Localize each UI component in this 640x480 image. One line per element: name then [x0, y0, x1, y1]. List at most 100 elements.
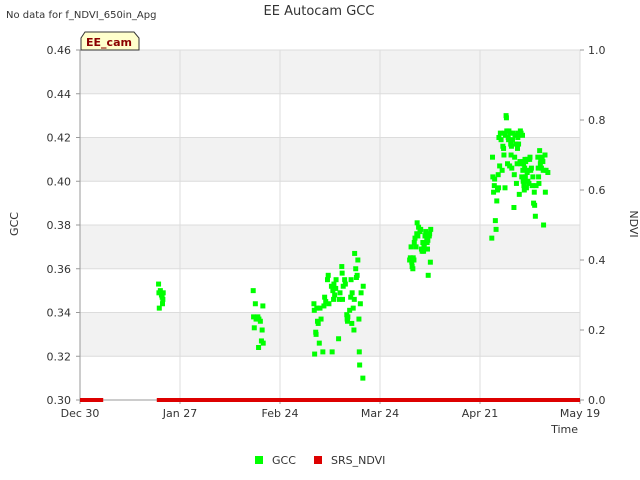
- gcc-point: [353, 266, 359, 272]
- gcc-point: [537, 148, 543, 154]
- gcc-point: [425, 272, 431, 278]
- gcc-point: [519, 174, 525, 180]
- site-badge-tag: [80, 31, 140, 51]
- gcc-point: [506, 137, 512, 143]
- y-tick-label: 0.40: [47, 175, 72, 188]
- gcc-point: [515, 145, 520, 151]
- gcc-point: [489, 235, 495, 241]
- gcc-point: [331, 281, 337, 287]
- gcc-point: [513, 180, 519, 186]
- gcc-point: [423, 229, 429, 235]
- gcc-point: [313, 331, 319, 337]
- gcc-point: [527, 154, 533, 160]
- gcc-point: [540, 167, 546, 173]
- gcc-point: [160, 301, 165, 307]
- gcc-point: [407, 255, 413, 261]
- gcc-point: [516, 191, 522, 197]
- gcc-point: [331, 296, 337, 302]
- y-right-tick-label: 0.6: [588, 184, 606, 197]
- legend-ndvi-label: SRS_NDVI: [331, 454, 385, 467]
- gcc-point: [425, 237, 431, 243]
- gcc-point: [322, 294, 328, 300]
- site-badge-label: EE_cam: [86, 36, 132, 49]
- gcc-point: [511, 172, 517, 178]
- legend: GCC SRS_NDVI: [255, 454, 385, 467]
- gcc-point: [251, 314, 257, 320]
- gcc-point: [496, 185, 502, 191]
- gcc-point: [541, 222, 547, 228]
- gcc-point: [259, 327, 265, 333]
- gcc-point: [337, 290, 343, 296]
- legend-gcc-label: GCC: [272, 454, 296, 467]
- gcc-point: [318, 316, 324, 322]
- gcc-point: [509, 165, 515, 171]
- gcc-point: [414, 220, 420, 226]
- gcc-point: [493, 226, 499, 232]
- x-axis: Dec 30 Jan 27 Feb 24 Mar 24 Apr 21 May 19: [61, 400, 600, 420]
- legend-gcc-swatch: [255, 456, 263, 464]
- x-tick-label: Feb 24: [262, 407, 299, 420]
- gcc-point: [355, 257, 361, 263]
- gcc-point: [497, 130, 503, 136]
- gcc-point: [535, 165, 541, 171]
- gcc-point: [348, 294, 354, 300]
- gcc-point: [316, 340, 322, 346]
- gcc-point: [492, 218, 498, 224]
- gcc-point: [330, 288, 336, 294]
- gcc-point: [325, 272, 331, 278]
- y-right-tick-label: 0.0: [588, 394, 606, 407]
- y-right-tick-label: 1.0: [588, 44, 606, 57]
- gcc-point: [499, 167, 505, 173]
- gcc-point: [349, 320, 355, 326]
- gcc-point: [522, 165, 528, 171]
- gcc-point: [349, 290, 355, 296]
- gcc-point: [528, 165, 534, 171]
- gcc-point: [340, 296, 345, 302]
- gcc-point: [540, 159, 546, 165]
- gcc-point: [501, 152, 507, 158]
- gcc-point: [351, 327, 357, 333]
- y-right-tick-label: 0.4: [588, 254, 606, 267]
- gcc-point: [326, 301, 332, 307]
- gcc-point: [502, 185, 508, 191]
- gcc-series: [156, 113, 551, 381]
- y-tick-label: 0.36: [47, 263, 72, 276]
- gcc-point: [354, 272, 360, 278]
- gcc-point: [156, 305, 162, 311]
- gcc-point: [494, 198, 500, 204]
- gcc-point: [511, 205, 517, 210]
- gcc-point: [411, 257, 417, 263]
- gcc-point: [252, 301, 258, 307]
- gcc-point: [508, 152, 514, 158]
- gcc-point: [358, 290, 364, 296]
- legend-ndvi-swatch: [314, 456, 322, 464]
- y-tick-label: 0.42: [47, 132, 72, 145]
- grid-band: [80, 312, 580, 357]
- gcc-point: [503, 115, 509, 121]
- gcc-point: [350, 305, 356, 311]
- gcc-point: [497, 163, 503, 169]
- gcc-point: [411, 240, 417, 245]
- gcc-point: [532, 202, 538, 208]
- gcc-point: [160, 296, 166, 302]
- gcc-point: [514, 161, 520, 167]
- gcc-point: [314, 305, 320, 311]
- gcc-point: [536, 180, 542, 186]
- gcc-point: [532, 213, 538, 219]
- status-message: No data for f_NDVI_650in_Apg: [6, 10, 156, 21]
- gcc-point: [256, 345, 262, 350]
- site-badge: EE_cam: [80, 31, 140, 51]
- left-y-axis: 0.30 0.32 0.34 0.36 0.38 0.40 0.42 0.44 0.46: [47, 44, 80, 407]
- x-tick-label: Dec 30: [61, 407, 100, 420]
- gcc-point: [531, 189, 537, 195]
- gcc-point: [312, 351, 318, 357]
- y-axis-right-label: NDVI: [627, 210, 640, 237]
- gcc-point: [157, 288, 163, 294]
- gcc-point: [498, 137, 504, 143]
- gcc-point: [360, 375, 366, 381]
- gcc-point: [317, 305, 323, 311]
- gcc-point: [250, 288, 256, 294]
- y-axis-left-label: GCC: [8, 212, 21, 236]
- gcc-point: [336, 296, 342, 302]
